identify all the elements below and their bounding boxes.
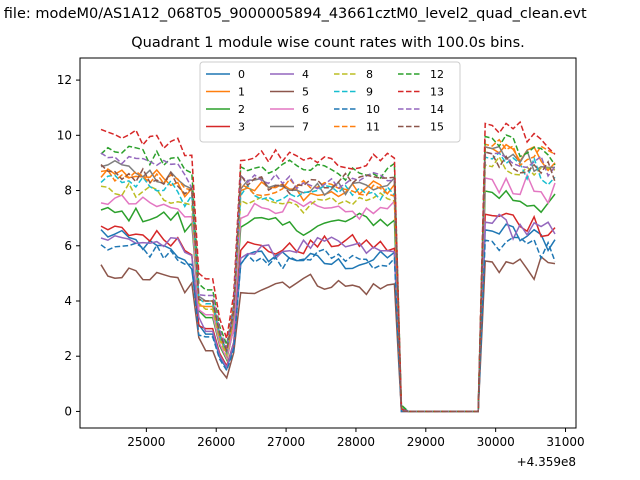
- legend-label-15: 15: [430, 121, 444, 134]
- legend-label-2: 2: [238, 103, 245, 116]
- x-offset-label: +4.359e8: [517, 455, 576, 469]
- y-tick-label: 4: [64, 294, 72, 308]
- legend-label-12: 12: [430, 68, 444, 81]
- chart-title: Quadrant 1 module wise count rates with …: [131, 35, 525, 51]
- series-layer: [100, 120, 556, 413]
- legend-label-3: 3: [238, 121, 245, 134]
- x-tick-label: 28000: [337, 435, 375, 449]
- plot-frame: [79, 57, 577, 429]
- x-tick-label: 26000: [197, 435, 235, 449]
- legend-label-6: 6: [302, 103, 309, 116]
- x-axis: 25000 26000 27000 28000 29000 30000 31000: [127, 428, 585, 449]
- series-line-6: [100, 173, 556, 413]
- series-line-14: [100, 151, 556, 413]
- x-tick-label: 25000: [127, 435, 165, 449]
- y-tick-label: 2: [64, 349, 72, 363]
- legend-label-10: 10: [366, 103, 380, 116]
- y-tick-label: 0: [64, 404, 72, 418]
- series-line-3: [100, 212, 556, 413]
- legend-label-5: 5: [302, 86, 309, 99]
- series-line-0: [100, 223, 556, 413]
- legend-label-13: 13: [430, 86, 444, 99]
- series-line-5: [100, 255, 556, 413]
- legend-box: [199, 61, 461, 143]
- x-tick-label: 27000: [267, 435, 305, 449]
- series-line-15: [100, 151, 556, 413]
- x-tick-label: 31000: [546, 435, 584, 449]
- legend-label-1: 1: [238, 86, 245, 99]
- x-tick-label: 29000: [407, 435, 445, 449]
- y-tick-label: 10: [57, 128, 72, 142]
- legend-label-0: 0: [238, 68, 245, 81]
- legend-label-11: 11: [366, 121, 380, 134]
- series-line-1: [100, 143, 556, 413]
- suptitle-text: n file: modeM0/AS1A12_068T05_9000005894_…: [0, 6, 587, 22]
- series-line-2: [100, 189, 556, 413]
- x-tick-label: 30000: [477, 435, 515, 449]
- y-tick-label: 12: [57, 73, 72, 87]
- legend-label-7: 7: [302, 121, 309, 134]
- series-line-8: [100, 155, 556, 413]
- legend-label-14: 14: [430, 103, 444, 116]
- y-axis: 0 2 4 6 8 10 12: [57, 73, 80, 418]
- legend-label-4: 4: [302, 68, 309, 81]
- figure-suptitle: n file: modeM0/AS1A12_068T05_9000005894_…: [0, 6, 640, 28]
- series-line-9: [100, 151, 556, 413]
- series-line-13: [100, 120, 556, 413]
- legend-label-9: 9: [366, 86, 373, 99]
- y-tick-label: 6: [64, 239, 72, 253]
- y-tick-label: 8: [64, 184, 72, 198]
- legend-label-8: 8: [366, 68, 373, 81]
